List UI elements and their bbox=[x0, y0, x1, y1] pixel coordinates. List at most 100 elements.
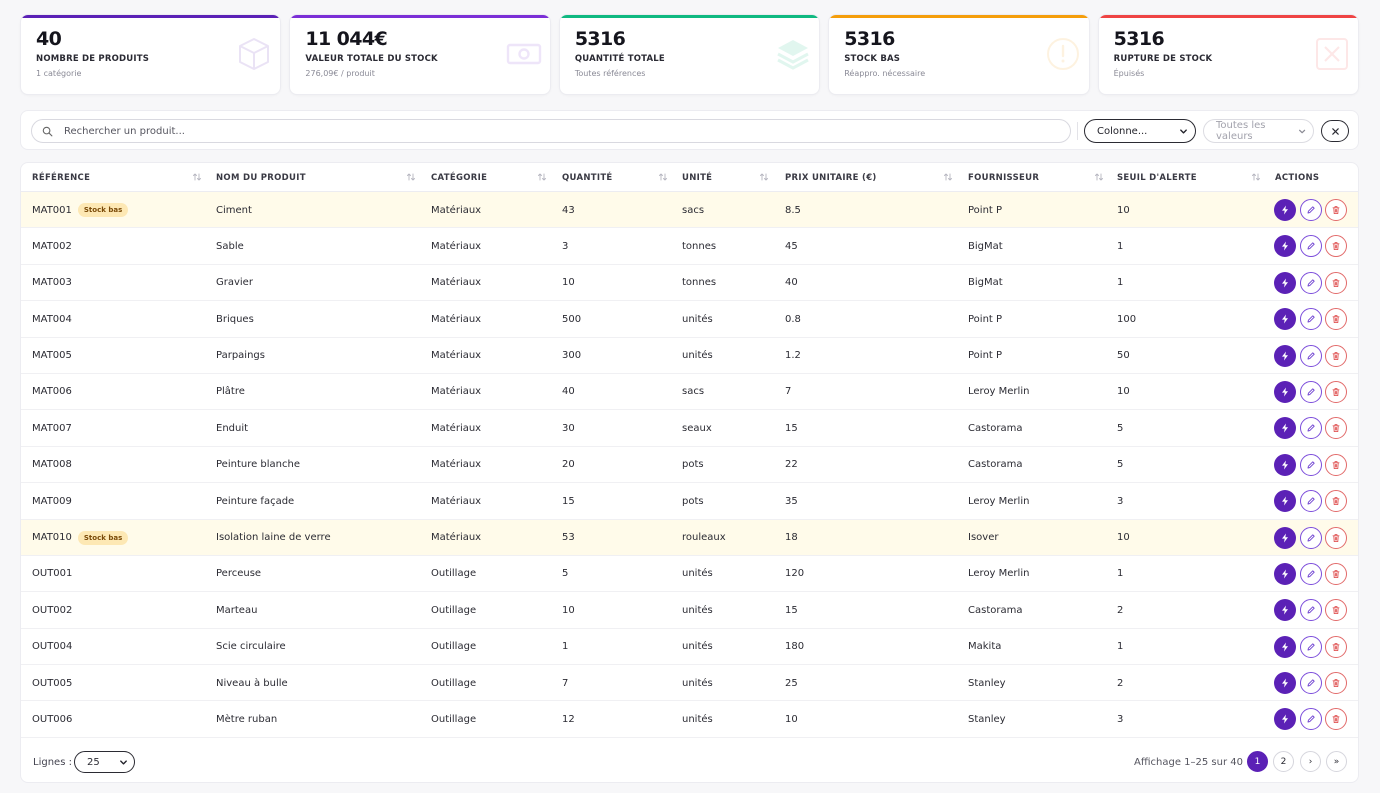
edit-button[interactable] bbox=[1300, 562, 1322, 585]
quick-action-button[interactable] bbox=[1274, 235, 1296, 258]
edit-button[interactable] bbox=[1300, 417, 1322, 440]
cell-category: Outillage bbox=[431, 665, 476, 701]
cell-name-text: Ciment bbox=[216, 204, 252, 216]
page-button[interactable]: 1 bbox=[1247, 751, 1268, 772]
cell-category: Matériaux bbox=[431, 447, 481, 483]
cell-unit: unités bbox=[682, 629, 713, 665]
column-header[interactable]: RÉFÉRENCE bbox=[32, 172, 91, 183]
column-header[interactable]: PRIX UNITAIRE (€) bbox=[785, 172, 877, 183]
edit-button[interactable] bbox=[1300, 599, 1322, 622]
quick-action-button[interactable] bbox=[1274, 417, 1296, 440]
delete-button[interactable] bbox=[1325, 199, 1347, 221]
x-square-icon bbox=[1314, 36, 1350, 72]
edit-button[interactable] bbox=[1300, 308, 1322, 331]
sort-icon[interactable] bbox=[1094, 172, 1104, 182]
page-button[interactable]: » bbox=[1326, 751, 1347, 772]
sort-icon[interactable] bbox=[537, 172, 547, 182]
sort-icon[interactable] bbox=[1251, 172, 1261, 182]
edit-button[interactable] bbox=[1300, 635, 1322, 658]
delete-button[interactable] bbox=[1325, 271, 1347, 294]
sort-icon[interactable] bbox=[406, 172, 416, 182]
delete-button[interactable] bbox=[1325, 708, 1347, 731]
sort-icon[interactable] bbox=[759, 172, 769, 182]
quick-action-button[interactable] bbox=[1274, 453, 1296, 476]
delete-button[interactable] bbox=[1325, 308, 1347, 331]
column-select[interactable]: Colonne... bbox=[1084, 119, 1196, 143]
quick-action-button[interactable] bbox=[1274, 672, 1296, 695]
quick-action-button[interactable] bbox=[1274, 599, 1296, 622]
quick-action-button[interactable] bbox=[1274, 490, 1296, 513]
cell-price: 45 bbox=[785, 228, 798, 264]
edit-button[interactable] bbox=[1300, 199, 1322, 221]
cell-name-text: Parpaings bbox=[216, 350, 265, 362]
cell-name: Perceuse bbox=[216, 556, 261, 592]
cell-unit-text: unités bbox=[682, 677, 713, 689]
cell-ref: OUT001 bbox=[32, 556, 72, 592]
sort-icon[interactable] bbox=[943, 172, 953, 182]
column-header[interactable]: SEUIL D'ALERTE bbox=[1117, 172, 1197, 183]
column-header[interactable]: UNITÉ bbox=[682, 172, 713, 183]
column-header[interactable]: NOM DU PRODUIT bbox=[216, 172, 306, 183]
delete-button[interactable] bbox=[1325, 344, 1347, 367]
column-header[interactable]: CATÉGORIE bbox=[431, 172, 488, 183]
edit-button[interactable] bbox=[1300, 271, 1322, 294]
delete-button[interactable] bbox=[1325, 453, 1347, 476]
edit-button[interactable] bbox=[1300, 380, 1322, 403]
search-input[interactable]: Rechercher un produit... bbox=[31, 119, 1071, 143]
clear-filters-button[interactable] bbox=[1321, 120, 1349, 142]
delete-button[interactable] bbox=[1325, 417, 1347, 440]
delete-button[interactable] bbox=[1325, 599, 1347, 622]
quick-action-button[interactable] bbox=[1274, 708, 1296, 731]
delete-button[interactable] bbox=[1325, 672, 1347, 695]
quick-action-button[interactable] bbox=[1274, 199, 1296, 221]
delete-button[interactable] bbox=[1325, 380, 1347, 403]
value-select[interactable]: Toutes les valeurs bbox=[1203, 119, 1314, 143]
edit-button[interactable] bbox=[1300, 235, 1322, 258]
cell-price-text: 7 bbox=[785, 386, 792, 398]
quick-action-button[interactable] bbox=[1274, 562, 1296, 585]
rows-per-page-select[interactable]: 25 bbox=[74, 751, 135, 773]
quick-action-button[interactable] bbox=[1274, 380, 1296, 403]
delete-button[interactable] bbox=[1325, 526, 1347, 549]
column-header[interactable]: QUANTITÉ bbox=[562, 172, 613, 183]
cell-unit-text: sacs bbox=[682, 386, 705, 398]
trash-icon bbox=[1332, 206, 1340, 215]
quick-action-button[interactable] bbox=[1274, 635, 1296, 658]
column-header[interactable]: FOURNISSEUR bbox=[968, 172, 1040, 183]
cell-unit: unités bbox=[682, 338, 713, 374]
delete-button[interactable] bbox=[1325, 635, 1347, 658]
cell-name: Plâtre bbox=[216, 374, 245, 410]
stat-subtitle: Toutes références bbox=[574, 69, 646, 78]
quick-action-button[interactable] bbox=[1274, 308, 1296, 331]
cell-category-text: Matériaux bbox=[431, 240, 482, 252]
edit-button[interactable] bbox=[1300, 490, 1322, 513]
delete-button[interactable] bbox=[1325, 490, 1347, 513]
quick-action-button[interactable] bbox=[1274, 526, 1296, 549]
edit-button[interactable] bbox=[1300, 526, 1322, 549]
cell-ref-text: OUT001 bbox=[32, 568, 73, 580]
edit-button[interactable] bbox=[1300, 453, 1322, 476]
cell-threshold: 1 bbox=[1117, 228, 1123, 264]
sort-icon[interactable] bbox=[192, 172, 202, 182]
cell-unit-text: tonnes bbox=[682, 277, 717, 289]
edit-button[interactable] bbox=[1300, 344, 1322, 367]
cell-qty: 500 bbox=[562, 301, 581, 337]
quick-action-button[interactable] bbox=[1274, 344, 1296, 367]
cell-threshold: 100 bbox=[1117, 301, 1136, 337]
edit-button[interactable] bbox=[1300, 708, 1322, 731]
pencil-icon bbox=[1307, 570, 1315, 578]
cell-unit: unités bbox=[682, 301, 713, 337]
delete-button[interactable] bbox=[1325, 235, 1347, 258]
lightning-icon bbox=[1282, 533, 1288, 543]
page-button[interactable]: › bbox=[1300, 751, 1321, 772]
page-button[interactable]: 2 bbox=[1273, 751, 1294, 772]
cell-supplier: Stanley bbox=[968, 701, 1006, 737]
sort-icon[interactable] bbox=[658, 172, 668, 182]
quick-action-button[interactable] bbox=[1274, 271, 1296, 294]
delete-button[interactable] bbox=[1325, 562, 1347, 585]
cell-qty-text: 30 bbox=[562, 422, 575, 434]
cell-supplier: Point P bbox=[968, 301, 1002, 337]
cell-qty-text: 500 bbox=[562, 313, 582, 325]
cell-category-text: Matériaux bbox=[431, 459, 482, 471]
edit-button[interactable] bbox=[1300, 672, 1322, 695]
